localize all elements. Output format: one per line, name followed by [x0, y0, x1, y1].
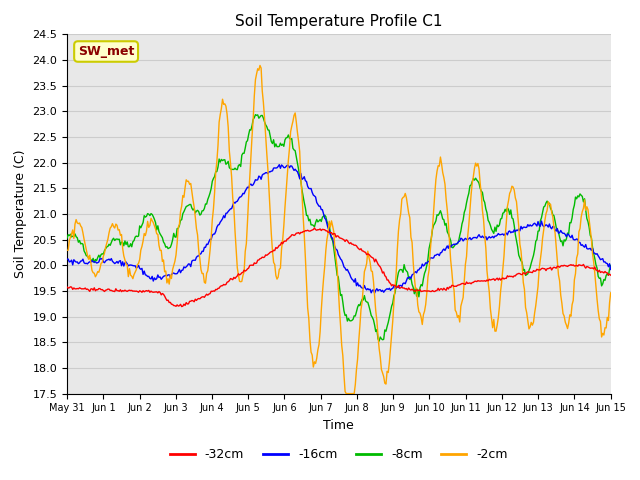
- Text: SW_met: SW_met: [78, 45, 134, 58]
- X-axis label: Time: Time: [323, 419, 354, 432]
- Title: Soil Temperature Profile C1: Soil Temperature Profile C1: [235, 14, 443, 29]
- Y-axis label: Soil Temperature (C): Soil Temperature (C): [14, 150, 27, 278]
- Legend: -32cm, -16cm, -8cm, -2cm: -32cm, -16cm, -8cm, -2cm: [164, 444, 513, 467]
